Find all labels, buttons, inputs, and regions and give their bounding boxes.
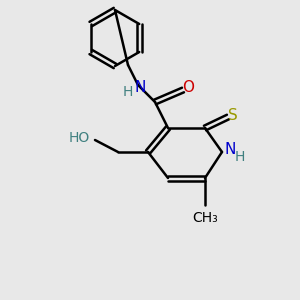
Text: O: O (182, 80, 194, 94)
Text: N: N (134, 80, 146, 94)
Text: N: N (224, 142, 236, 158)
Text: CH₃: CH₃ (192, 211, 218, 225)
Text: H: H (235, 150, 245, 164)
Text: HO: HO (69, 131, 90, 145)
Text: H: H (123, 85, 133, 99)
Text: S: S (228, 107, 238, 122)
